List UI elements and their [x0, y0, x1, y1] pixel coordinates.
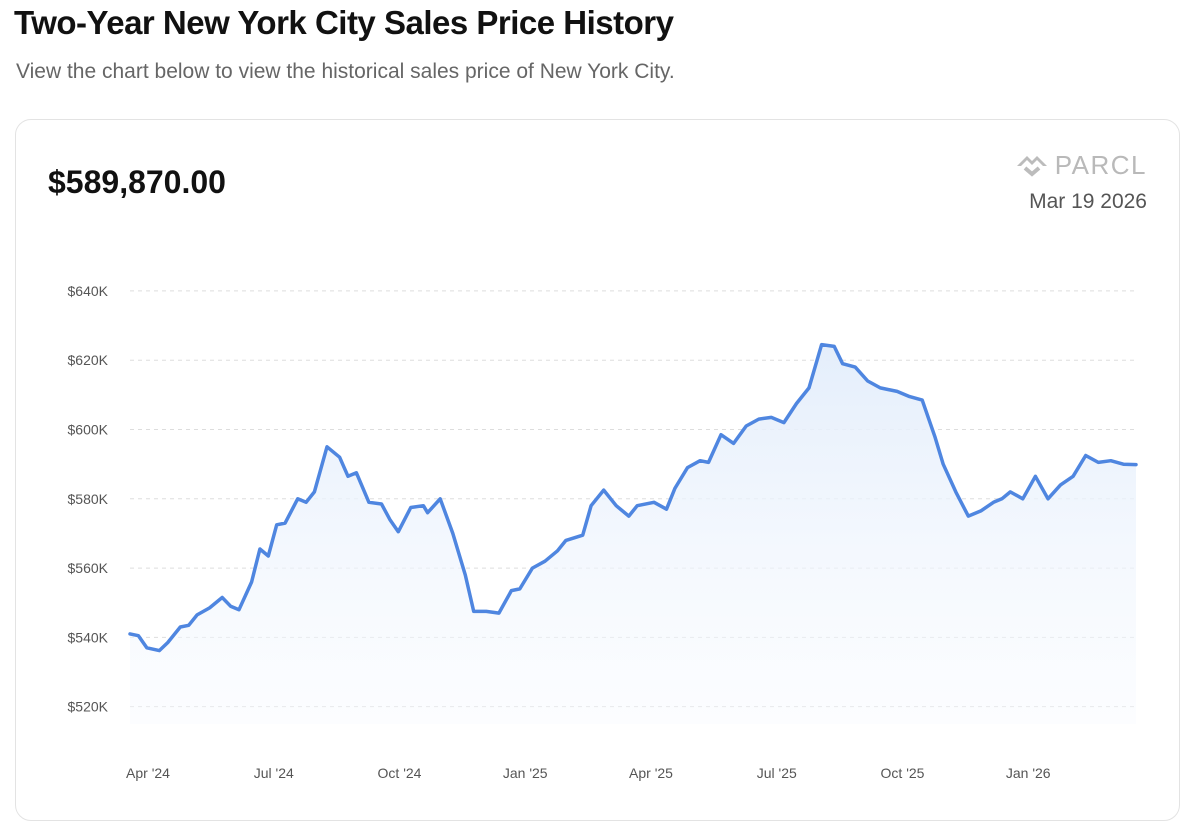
price-line[interactable] — [128, 342, 1138, 653]
x-tick-label: Apr '24 — [126, 765, 170, 781]
current-price: $589,870.00 — [48, 164, 226, 200]
x-tick-label: Jan '26 — [1006, 765, 1051, 781]
y-axis-ticks: $520K $540K $560K $580K $600K $620K $640K — [68, 283, 109, 715]
as-of-date: Mar 19 2026 — [1029, 190, 1147, 213]
parcl-logo: PARCL — [1015, 150, 1147, 181]
x-tick-label: Jul '24 — [254, 765, 294, 781]
x-tick-label: Jul '25 — [757, 765, 797, 781]
price-chart[interactable]: $520K $540K $560K $580K $600K $620K $640K Apr … — [16, 120, 1179, 802]
y-tick-label: $640K — [68, 283, 109, 299]
y-tick-label: $600K — [68, 422, 109, 438]
y-tick-label: $560K — [68, 560, 109, 576]
y-tick-label: $580K — [68, 491, 109, 507]
x-tick-label: Oct '24 — [378, 765, 422, 781]
brand-name: PARCL — [1054, 150, 1147, 180]
x-tick-label: Oct '25 — [881, 765, 925, 781]
parcl-house-icon — [1016, 155, 1047, 177]
page-subtitle: View the chart below to view the histori… — [16, 60, 675, 83]
x-tick-label: Apr '25 — [629, 765, 673, 781]
y-tick-label: $540K — [68, 629, 109, 645]
y-tick-label: $620K — [68, 352, 109, 368]
price-area-fill — [130, 344, 1136, 724]
x-tick-label: Jan '25 — [503, 765, 548, 781]
y-tick-label: $520K — [68, 699, 109, 715]
price-history-card: $589,870.00 PARCL Mar 19 2026 $520K $540K… — [15, 119, 1180, 821]
page-title: Two-Year New York City Sales Price Histo… — [14, 4, 674, 41]
x-axis-ticks: Apr '24 Jul '24 Oct '24 Jan '25 Apr '25 Jul '… — [126, 765, 1051, 781]
